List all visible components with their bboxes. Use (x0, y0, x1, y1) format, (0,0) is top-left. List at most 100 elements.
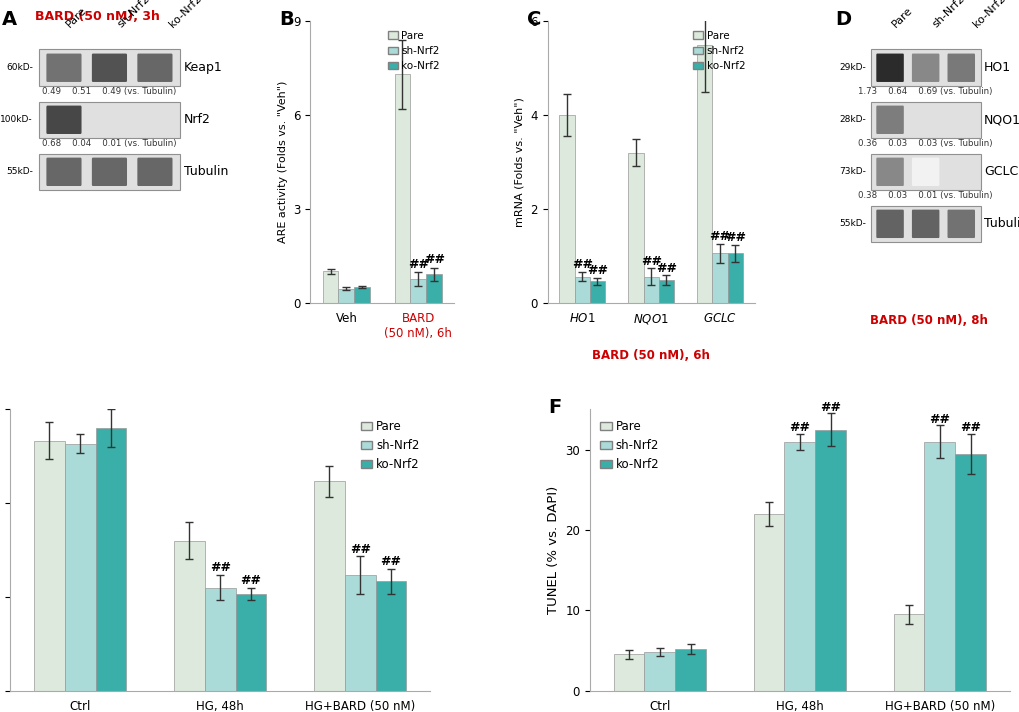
Bar (784, 441, 814, 691)
FancyBboxPatch shape (875, 53, 903, 82)
Bar (96, 428, 126, 691)
Text: ##: ## (380, 555, 401, 568)
FancyBboxPatch shape (39, 154, 179, 190)
Text: ##: ## (572, 258, 592, 271)
Bar (559, 115, 574, 303)
FancyBboxPatch shape (46, 157, 82, 186)
FancyBboxPatch shape (39, 102, 179, 138)
Bar (426, 274, 441, 303)
Text: ##: ## (959, 421, 980, 434)
FancyBboxPatch shape (870, 102, 979, 138)
Legend: Pare, sh-Nrf2, ko-Nrf2: Pare, sh-Nrf2, ko-Nrf2 (383, 26, 444, 75)
Bar (410, 279, 426, 303)
Bar (643, 277, 658, 303)
Bar (675, 649, 705, 691)
Text: Tubulin: Tubulin (183, 165, 228, 178)
Y-axis label: ARE activity (Folds vs. "Veh"): ARE activity (Folds vs. "Veh") (277, 80, 287, 244)
Text: BARD (50 nM), 6h: BARD (50 nM), 6h (592, 349, 709, 362)
FancyBboxPatch shape (870, 49, 979, 86)
FancyBboxPatch shape (870, 206, 979, 242)
Bar (65, 444, 96, 691)
Text: BARD (50 nM), 3h: BARD (50 nM), 3h (35, 10, 160, 23)
FancyBboxPatch shape (46, 53, 82, 82)
FancyBboxPatch shape (92, 53, 127, 82)
Text: 0.49    0.51    0.49 (vs. Tubulin): 0.49 0.51 0.49 (vs. Tubulin) (42, 88, 176, 96)
Text: Pare: Pare (890, 6, 913, 30)
Text: ko-Nrf2: ko-Nrf2 (167, 0, 204, 30)
FancyBboxPatch shape (947, 209, 974, 238)
Bar (658, 280, 674, 303)
Text: Nrf2: Nrf2 (183, 113, 211, 126)
Text: 0.68    0.04    0.01 (vs. Tubulin): 0.68 0.04 0.01 (vs. Tubulin) (42, 140, 176, 149)
FancyBboxPatch shape (46, 105, 82, 134)
Text: ##: ## (423, 253, 444, 266)
Bar (753, 514, 784, 691)
Bar (727, 253, 742, 303)
Text: 100kD-: 100kD- (0, 115, 33, 125)
FancyBboxPatch shape (92, 157, 127, 186)
Text: Pare: Pare (64, 6, 89, 30)
Text: F: F (547, 398, 560, 417)
FancyBboxPatch shape (138, 53, 172, 82)
Text: ##: ## (350, 543, 370, 555)
Text: 55kD-: 55kD- (6, 167, 33, 177)
Bar (34, 441, 65, 691)
Text: sh-Nrf2: sh-Nrf2 (115, 0, 152, 30)
Text: 28kD-: 28kD- (839, 115, 865, 125)
Bar (613, 654, 644, 691)
Text: ##: ## (240, 574, 261, 587)
Text: 0.38    0.03    0.01 (vs. Tubulin): 0.38 0.03 0.01 (vs. Tubulin) (858, 192, 991, 201)
Text: sh-Nrf2: sh-Nrf2 (929, 0, 966, 30)
Text: Keap1: Keap1 (183, 61, 222, 74)
Legend: Pare, sh-Nrf2, ko-Nrf2: Pare, sh-Nrf2, ko-Nrf2 (356, 415, 424, 476)
Bar (711, 253, 727, 303)
Text: GCLC: GCLC (983, 165, 1017, 178)
Text: 55kD-: 55kD- (838, 219, 865, 229)
Bar (375, 581, 406, 691)
Bar (893, 614, 923, 691)
FancyBboxPatch shape (875, 105, 903, 134)
FancyBboxPatch shape (39, 49, 179, 86)
Text: ##: ## (655, 261, 677, 275)
FancyBboxPatch shape (911, 53, 938, 82)
Bar (322, 271, 338, 303)
Text: Tubulin: Tubulin (983, 217, 1019, 230)
Text: NQO1: NQO1 (983, 113, 1019, 126)
Bar (174, 540, 205, 691)
FancyBboxPatch shape (947, 53, 974, 82)
Text: 0.36    0.03    0.03 (vs. Tubulin): 0.36 0.03 0.03 (vs. Tubulin) (858, 140, 991, 149)
Text: 60kD-: 60kD- (6, 63, 33, 72)
Text: ##: ## (640, 255, 661, 268)
Bar (344, 575, 375, 691)
FancyBboxPatch shape (875, 157, 903, 186)
Bar (338, 288, 354, 303)
Bar (628, 152, 643, 303)
Bar (954, 454, 985, 691)
Bar (644, 652, 675, 691)
Bar (814, 429, 845, 691)
Bar (574, 277, 589, 303)
Bar (205, 587, 235, 691)
Y-axis label: mRNA (Folds vs. "Veh"): mRNA (Folds vs. "Veh") (515, 97, 525, 227)
FancyBboxPatch shape (870, 154, 979, 190)
Text: ##: ## (586, 264, 607, 278)
Text: ##: ## (789, 421, 809, 434)
Text: ##: ## (709, 230, 730, 244)
Text: B: B (278, 10, 293, 29)
Text: ##: ## (408, 258, 428, 271)
Text: BARD (50 nM), 8h: BARD (50 nM), 8h (869, 314, 986, 327)
Text: ##: ## (928, 413, 950, 426)
Text: 1.73    0.64    0.69 (vs. Tubulin): 1.73 0.64 0.69 (vs. Tubulin) (858, 88, 991, 96)
FancyBboxPatch shape (911, 157, 938, 186)
Legend: Pare, sh-Nrf2, ko-Nrf2: Pare, sh-Nrf2, ko-Nrf2 (688, 26, 749, 75)
Text: ##: ## (210, 561, 230, 575)
Text: 29kD-: 29kD- (839, 63, 865, 72)
Text: ##: ## (723, 231, 745, 244)
Bar (697, 45, 711, 303)
Text: A: A (2, 10, 17, 29)
Bar (354, 287, 370, 303)
Bar (589, 281, 604, 303)
FancyBboxPatch shape (138, 157, 172, 186)
Y-axis label: TUNEL (% vs. DAPI): TUNEL (% vs. DAPI) (546, 486, 559, 614)
Bar (394, 75, 410, 303)
